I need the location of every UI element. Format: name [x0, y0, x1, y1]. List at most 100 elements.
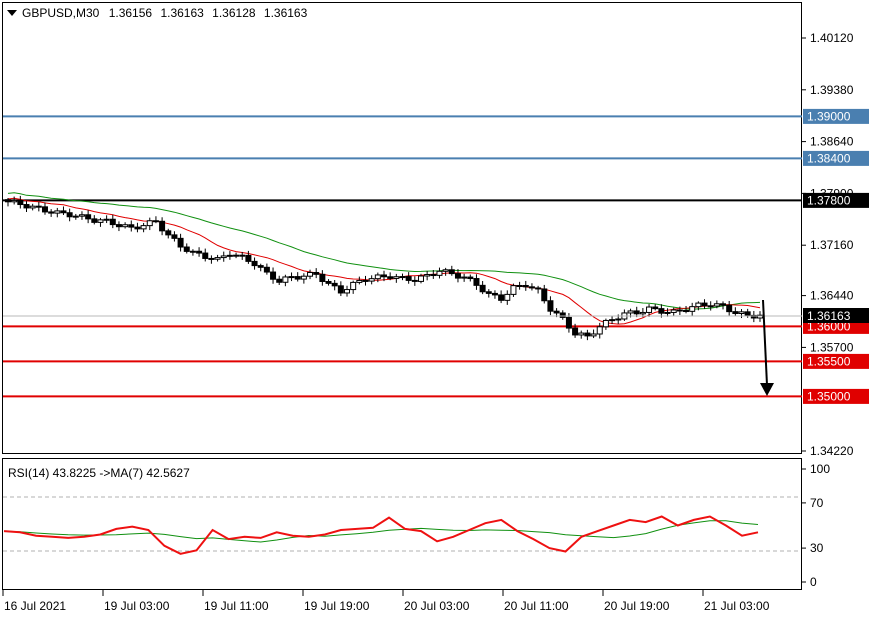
level-tag — [803, 150, 869, 166]
candle — [646, 304, 653, 317]
candle — [399, 273, 406, 281]
candle — [97, 217, 104, 227]
level-label: 1.39000 — [807, 109, 851, 123]
candle — [689, 302, 696, 316]
price-tick-label: 1.37160 — [810, 238, 854, 252]
time-tick-label: 21 Jul 03:00 — [704, 599, 770, 613]
candle — [602, 318, 609, 330]
candle — [578, 330, 585, 339]
candle — [522, 280, 529, 291]
candle — [633, 306, 640, 318]
candle — [233, 252, 240, 259]
candle — [356, 276, 363, 285]
candle — [701, 299, 708, 309]
candle — [510, 283, 517, 297]
level-label: 1.35500 — [807, 354, 851, 368]
candle — [430, 269, 437, 279]
price-tick-label: 1.34220 — [810, 444, 854, 458]
time-tick-label: 19 Jul 11:00 — [204, 599, 269, 613]
time-tick-label: 16 Jul 2021 — [4, 599, 66, 613]
candle — [676, 306, 683, 315]
candle — [436, 267, 443, 279]
candle — [732, 307, 739, 317]
price-tick-label: 1.39380 — [810, 83, 854, 97]
candle — [750, 310, 757, 323]
rsi-header: RSI(14) 43.8225 ->MA(7) 42.5627 — [8, 466, 190, 480]
candle — [270, 267, 277, 284]
rsi-tick-label: 30 — [810, 541, 824, 555]
candle — [183, 243, 190, 254]
svg-text:GBPUSD,M30 1.36156: GBPUSD,M30 1.36156 1.36163 1.36128 1.361… — [22, 6, 308, 20]
candle — [11, 196, 18, 205]
candle — [257, 263, 264, 272]
candle — [528, 283, 535, 291]
open-value: 1.36156 — [109, 6, 153, 20]
candle — [350, 280, 357, 294]
candle — [60, 206, 67, 215]
price-tick-label: 1.36440 — [810, 289, 854, 303]
candle — [695, 301, 702, 311]
candle — [337, 281, 344, 297]
candle — [29, 203, 36, 211]
close-value: 1.36163 — [264, 6, 308, 20]
candle — [78, 211, 85, 220]
candle — [590, 329, 597, 339]
candle — [165, 228, 172, 239]
rsi-panel[interactable] — [2, 458, 802, 590]
candle — [559, 310, 566, 320]
candle — [239, 251, 246, 260]
candle — [664, 308, 671, 317]
candle — [658, 304, 665, 318]
candle — [547, 296, 554, 316]
time-tick-label: 20 Jul 11:00 — [504, 599, 569, 613]
candle — [263, 263, 270, 275]
candle — [35, 201, 42, 212]
candle — [473, 274, 480, 290]
candle — [5, 197, 11, 207]
candle — [707, 301, 714, 311]
candle — [189, 249, 196, 256]
candle — [48, 209, 55, 217]
price-tick-label: 1.40120 — [810, 31, 854, 45]
candle — [307, 269, 314, 280]
candle — [159, 217, 166, 236]
candle — [91, 215, 98, 225]
low-value: 1.36128 — [212, 6, 256, 20]
rsi-line — [3, 515, 759, 555]
candle — [368, 275, 375, 285]
level-tag — [803, 353, 869, 369]
chart-header: GBPUSD,M30 1.36156 1.36163 1.36128 1.361… — [7, 6, 308, 20]
candle — [331, 279, 338, 291]
level-label: 1.38400 — [807, 151, 851, 165]
candle — [485, 289, 492, 298]
time-tick-label: 20 Jul 03:00 — [404, 599, 470, 613]
candle — [171, 231, 178, 242]
candle — [115, 221, 122, 232]
candle — [41, 202, 48, 215]
price-panel[interactable] — [2, 2, 802, 454]
candle — [288, 272, 295, 282]
candle — [442, 267, 449, 276]
current-price-marker: 1.36163 — [3, 308, 869, 323]
candle — [294, 272, 301, 282]
candle — [103, 215, 110, 224]
candle — [313, 268, 320, 279]
high-value: 1.36163 — [160, 6, 204, 20]
candle — [393, 273, 400, 283]
horizontal-levels[interactable]: 1.390001.384001.378001.360001.355001.350… — [3, 108, 869, 404]
candle — [251, 257, 258, 270]
level-tag — [803, 192, 869, 208]
candle — [424, 271, 431, 281]
candle — [461, 273, 468, 282]
level-tag — [803, 108, 869, 124]
rsi-axis: 100 70 30 0 — [802, 462, 830, 589]
candle — [245, 250, 252, 264]
candle — [122, 222, 129, 229]
candle — [609, 315, 616, 325]
chevron-down-icon[interactable] — [7, 10, 17, 16]
level-label: 1.35000 — [807, 389, 851, 403]
candle — [535, 285, 542, 294]
down-arrow-icon — [760, 299, 774, 396]
candle — [140, 222, 147, 233]
